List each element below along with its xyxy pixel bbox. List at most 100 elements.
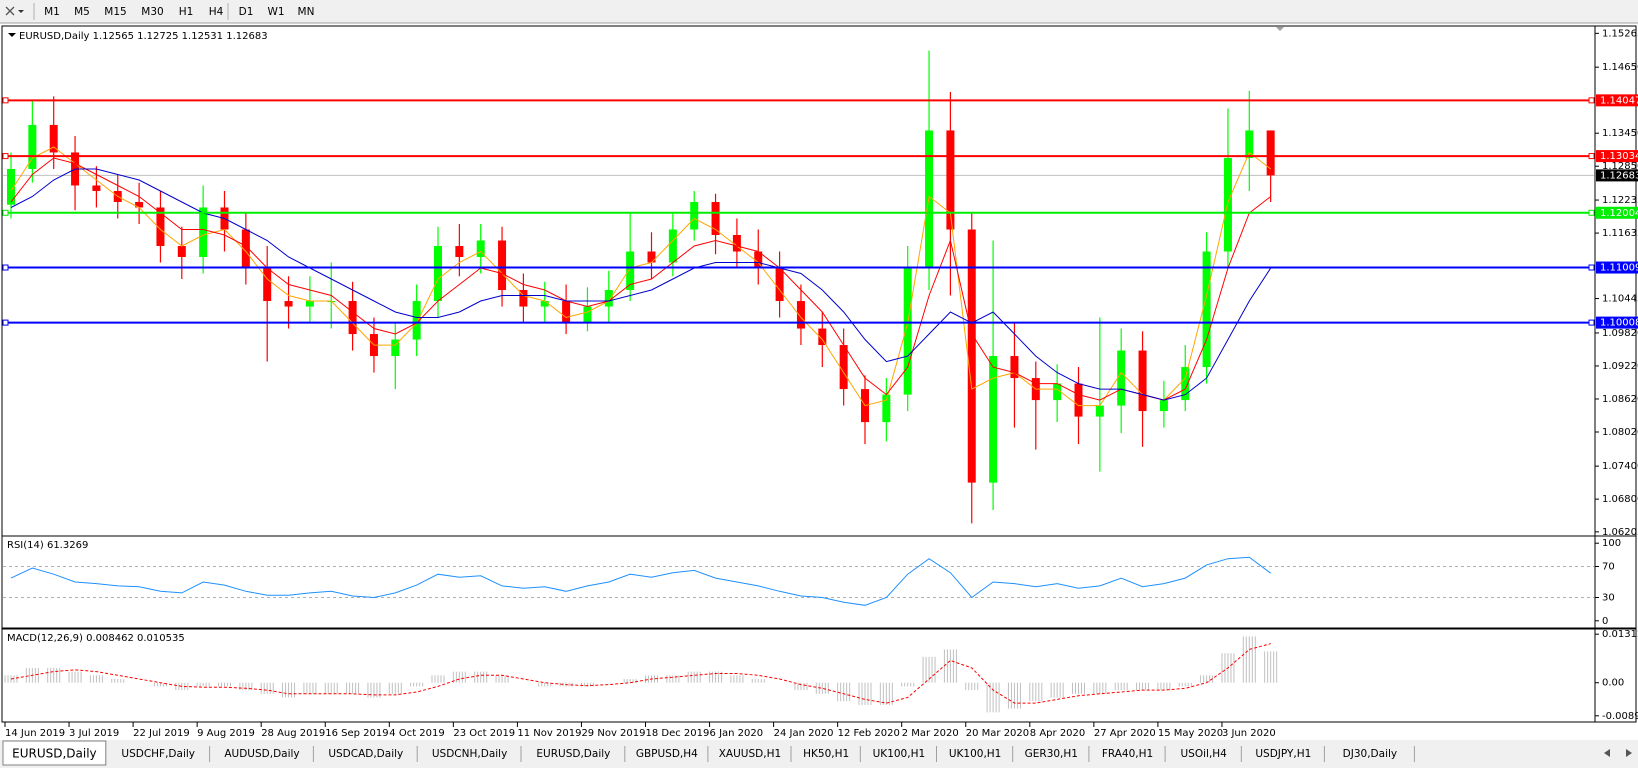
candle-body: [583, 306, 592, 324]
timeframe-button[interactable]: H1: [179, 6, 194, 18]
candle-body: [1181, 367, 1190, 401]
candle-body: [348, 301, 357, 335]
tab[interactable]: FRA40,H1: [1102, 748, 1153, 760]
y-tick-label: 1.15265: [1602, 28, 1638, 39]
active-tab: [2, 740, 107, 766]
candle-body: [241, 229, 250, 269]
timeframe-button[interactable]: M1: [44, 6, 60, 18]
tab[interactable]: AUDUSD,Daily: [224, 748, 299, 760]
y-tick-label: 1.09220: [1602, 361, 1638, 372]
level-label: 1.11009: [1600, 263, 1638, 274]
tab[interactable]: USDJPY,H1: [1255, 748, 1311, 760]
x-tick-label: 27 Apr 2020: [1094, 728, 1156, 739]
level-handle: [1588, 97, 1595, 104]
y-tick-label: 30: [1602, 593, 1615, 604]
candle-body: [796, 301, 805, 329]
level-handle: [2, 264, 9, 271]
tab[interactable]: EURUSD,Daily: [12, 747, 97, 761]
signal-line: [10, 643, 1271, 704]
level-label: 1.13034: [1600, 151, 1638, 162]
x-tick-label: 2 Mar 2020: [902, 728, 959, 739]
candle-body: [946, 130, 955, 230]
x-tick-label: 18 Dec 2019: [646, 728, 710, 739]
x-tick-label: 4 Oct 2019: [389, 728, 444, 739]
level-label-box: [1596, 94, 1638, 107]
tab[interactable]: UK100,H1: [949, 748, 1002, 760]
candle-body: [305, 301, 314, 307]
tab[interactable]: USDCHF,Daily: [121, 748, 195, 760]
crosshair-icon[interactable]: [5, 6, 15, 16]
tab[interactable]: GER30,H1: [1025, 748, 1078, 760]
x-tick-label: 14 Jun 2019: [5, 728, 65, 739]
candle-body: [1138, 350, 1147, 412]
candle-body: [604, 290, 613, 307]
candle-body: [967, 229, 976, 483]
candle-body: [49, 124, 58, 153]
candle-body: [882, 394, 891, 423]
price-panel: [1, 25, 1637, 537]
tab[interactable]: USDCAD,Daily: [328, 748, 403, 760]
level-handle: [1588, 319, 1595, 326]
tab-bar: [0, 740, 1638, 768]
timeframe-button[interactable]: M15: [104, 6, 126, 18]
candle-body: [434, 246, 442, 302]
candle-body: [754, 251, 763, 269]
tab[interactable]: USDCNH,Daily: [432, 748, 507, 760]
y-tick-label: 1.14650: [1602, 62, 1638, 73]
candle-body: [668, 229, 677, 263]
candle-body: [903, 268, 912, 395]
timeframe-button[interactable]: M30: [141, 6, 163, 18]
toolbar: [0, 0, 1638, 23]
timeframe-button[interactable]: W1: [267, 6, 284, 18]
tab[interactable]: GBPUSD,H4: [636, 748, 698, 760]
tab[interactable]: XAUUSD,H1: [719, 748, 781, 760]
candle-body: [1074, 383, 1083, 417]
candle-body: [156, 207, 165, 247]
tab[interactable]: DJ30,Daily: [1343, 748, 1397, 760]
candle-body: [1117, 350, 1126, 406]
level-label-box: [1596, 150, 1638, 163]
x-tick-label: 23 Oct 2019: [453, 728, 515, 739]
chart-menu-arrow[interactable]: [8, 33, 16, 37]
rsi-line: [10, 556, 1271, 606]
level-handle: [2, 319, 9, 326]
candle-body: [199, 207, 208, 258]
candle-body: [135, 201, 144, 208]
candle-body: [7, 168, 15, 205]
timeframe-button[interactable]: M5: [74, 6, 90, 18]
candle-body: [476, 240, 485, 258]
last-price-label: 1.12683: [1600, 170, 1638, 181]
y-tick-label: 1.10445: [1602, 294, 1638, 305]
chart-title: EURUSD,Daily 1.12565 1.12725 1.12531 1.1…: [19, 31, 268, 42]
candle-body: [28, 124, 37, 169]
x-tick-label: 6 Jan 2020: [710, 728, 764, 739]
x-tick-label: 12 Feb 2020: [838, 728, 900, 739]
timeframe-button[interactable]: D1: [239, 6, 254, 18]
candle-body: [1245, 130, 1254, 158]
candle-body: [989, 356, 998, 483]
x-tick-label: 16 Sep 2019: [325, 728, 388, 739]
level-handle: [2, 209, 9, 216]
candle-body: [818, 328, 827, 346]
tab[interactable]: UK100,H1: [873, 748, 926, 760]
x-tick-label: 22 Jul 2019: [133, 728, 190, 739]
y-tick-label: 1.12235: [1602, 195, 1638, 206]
level-label: 1.14047: [1600, 95, 1638, 106]
rsi-panel: [1, 535, 1637, 629]
candle-body: [690, 201, 699, 230]
timeframe-button[interactable]: H4: [209, 6, 224, 18]
level-label: 1.12004: [1600, 208, 1638, 219]
candle-body: [1223, 157, 1232, 252]
tab[interactable]: USOil,H4: [1181, 748, 1228, 760]
timeframe-button[interactable]: MN: [298, 6, 315, 18]
tab[interactable]: EURUSD,Daily: [536, 748, 610, 760]
shift-marker: [1276, 27, 1284, 31]
last-price-box: [1596, 169, 1638, 182]
level-label: 1.10008: [1600, 318, 1638, 329]
candle-body: [284, 301, 293, 307]
tab-scroll-arrows[interactable]: [1604, 749, 1632, 757]
tab[interactable]: HK50,H1: [803, 748, 849, 760]
macd-title: MACD(12,26,9) 0.008462 0.010535: [7, 633, 185, 644]
dropdown-arrow[interactable]: [18, 10, 24, 13]
candle-body: [391, 339, 400, 357]
